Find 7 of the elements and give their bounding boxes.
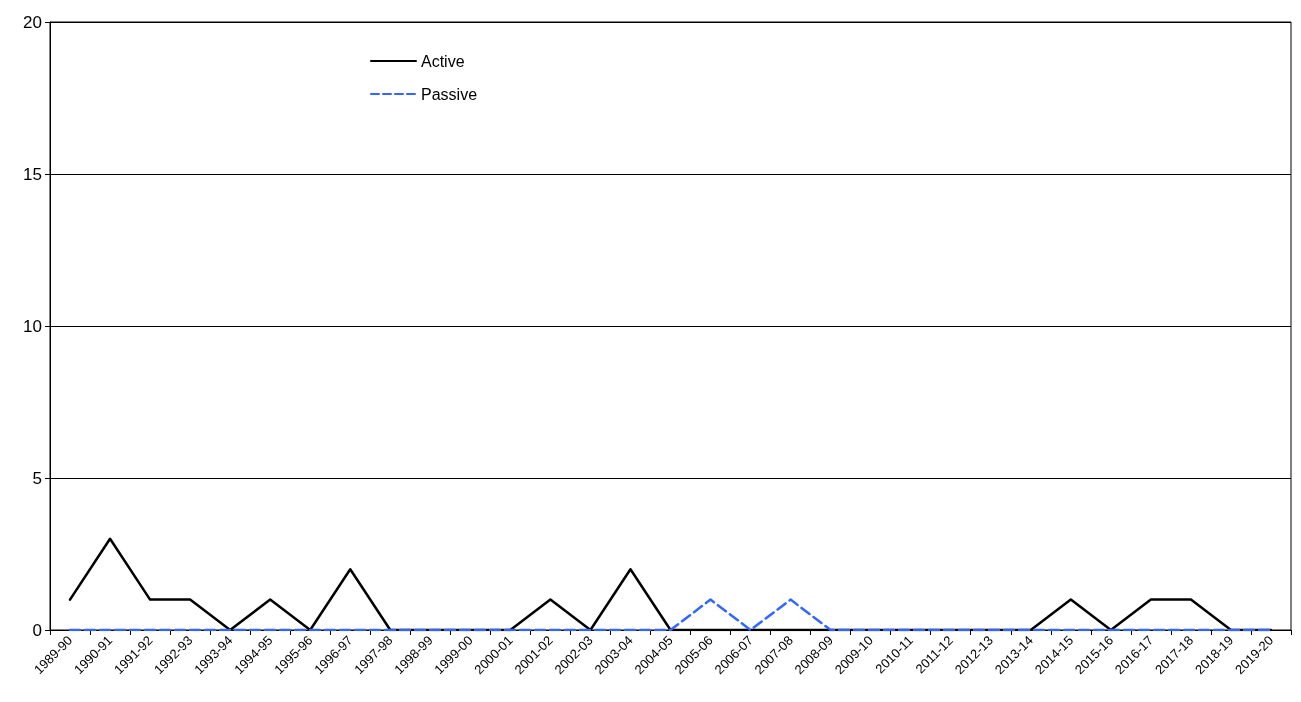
y-tick-label: 0 (32, 620, 42, 640)
y-tick-label: 20 (23, 12, 42, 32)
y-tick-label: 10 (23, 316, 42, 336)
legend-label: Active (421, 52, 465, 70)
legend-label: Passive (421, 85, 478, 103)
y-tick-label: 5 (32, 468, 42, 488)
y-tick-label: 15 (23, 164, 42, 184)
